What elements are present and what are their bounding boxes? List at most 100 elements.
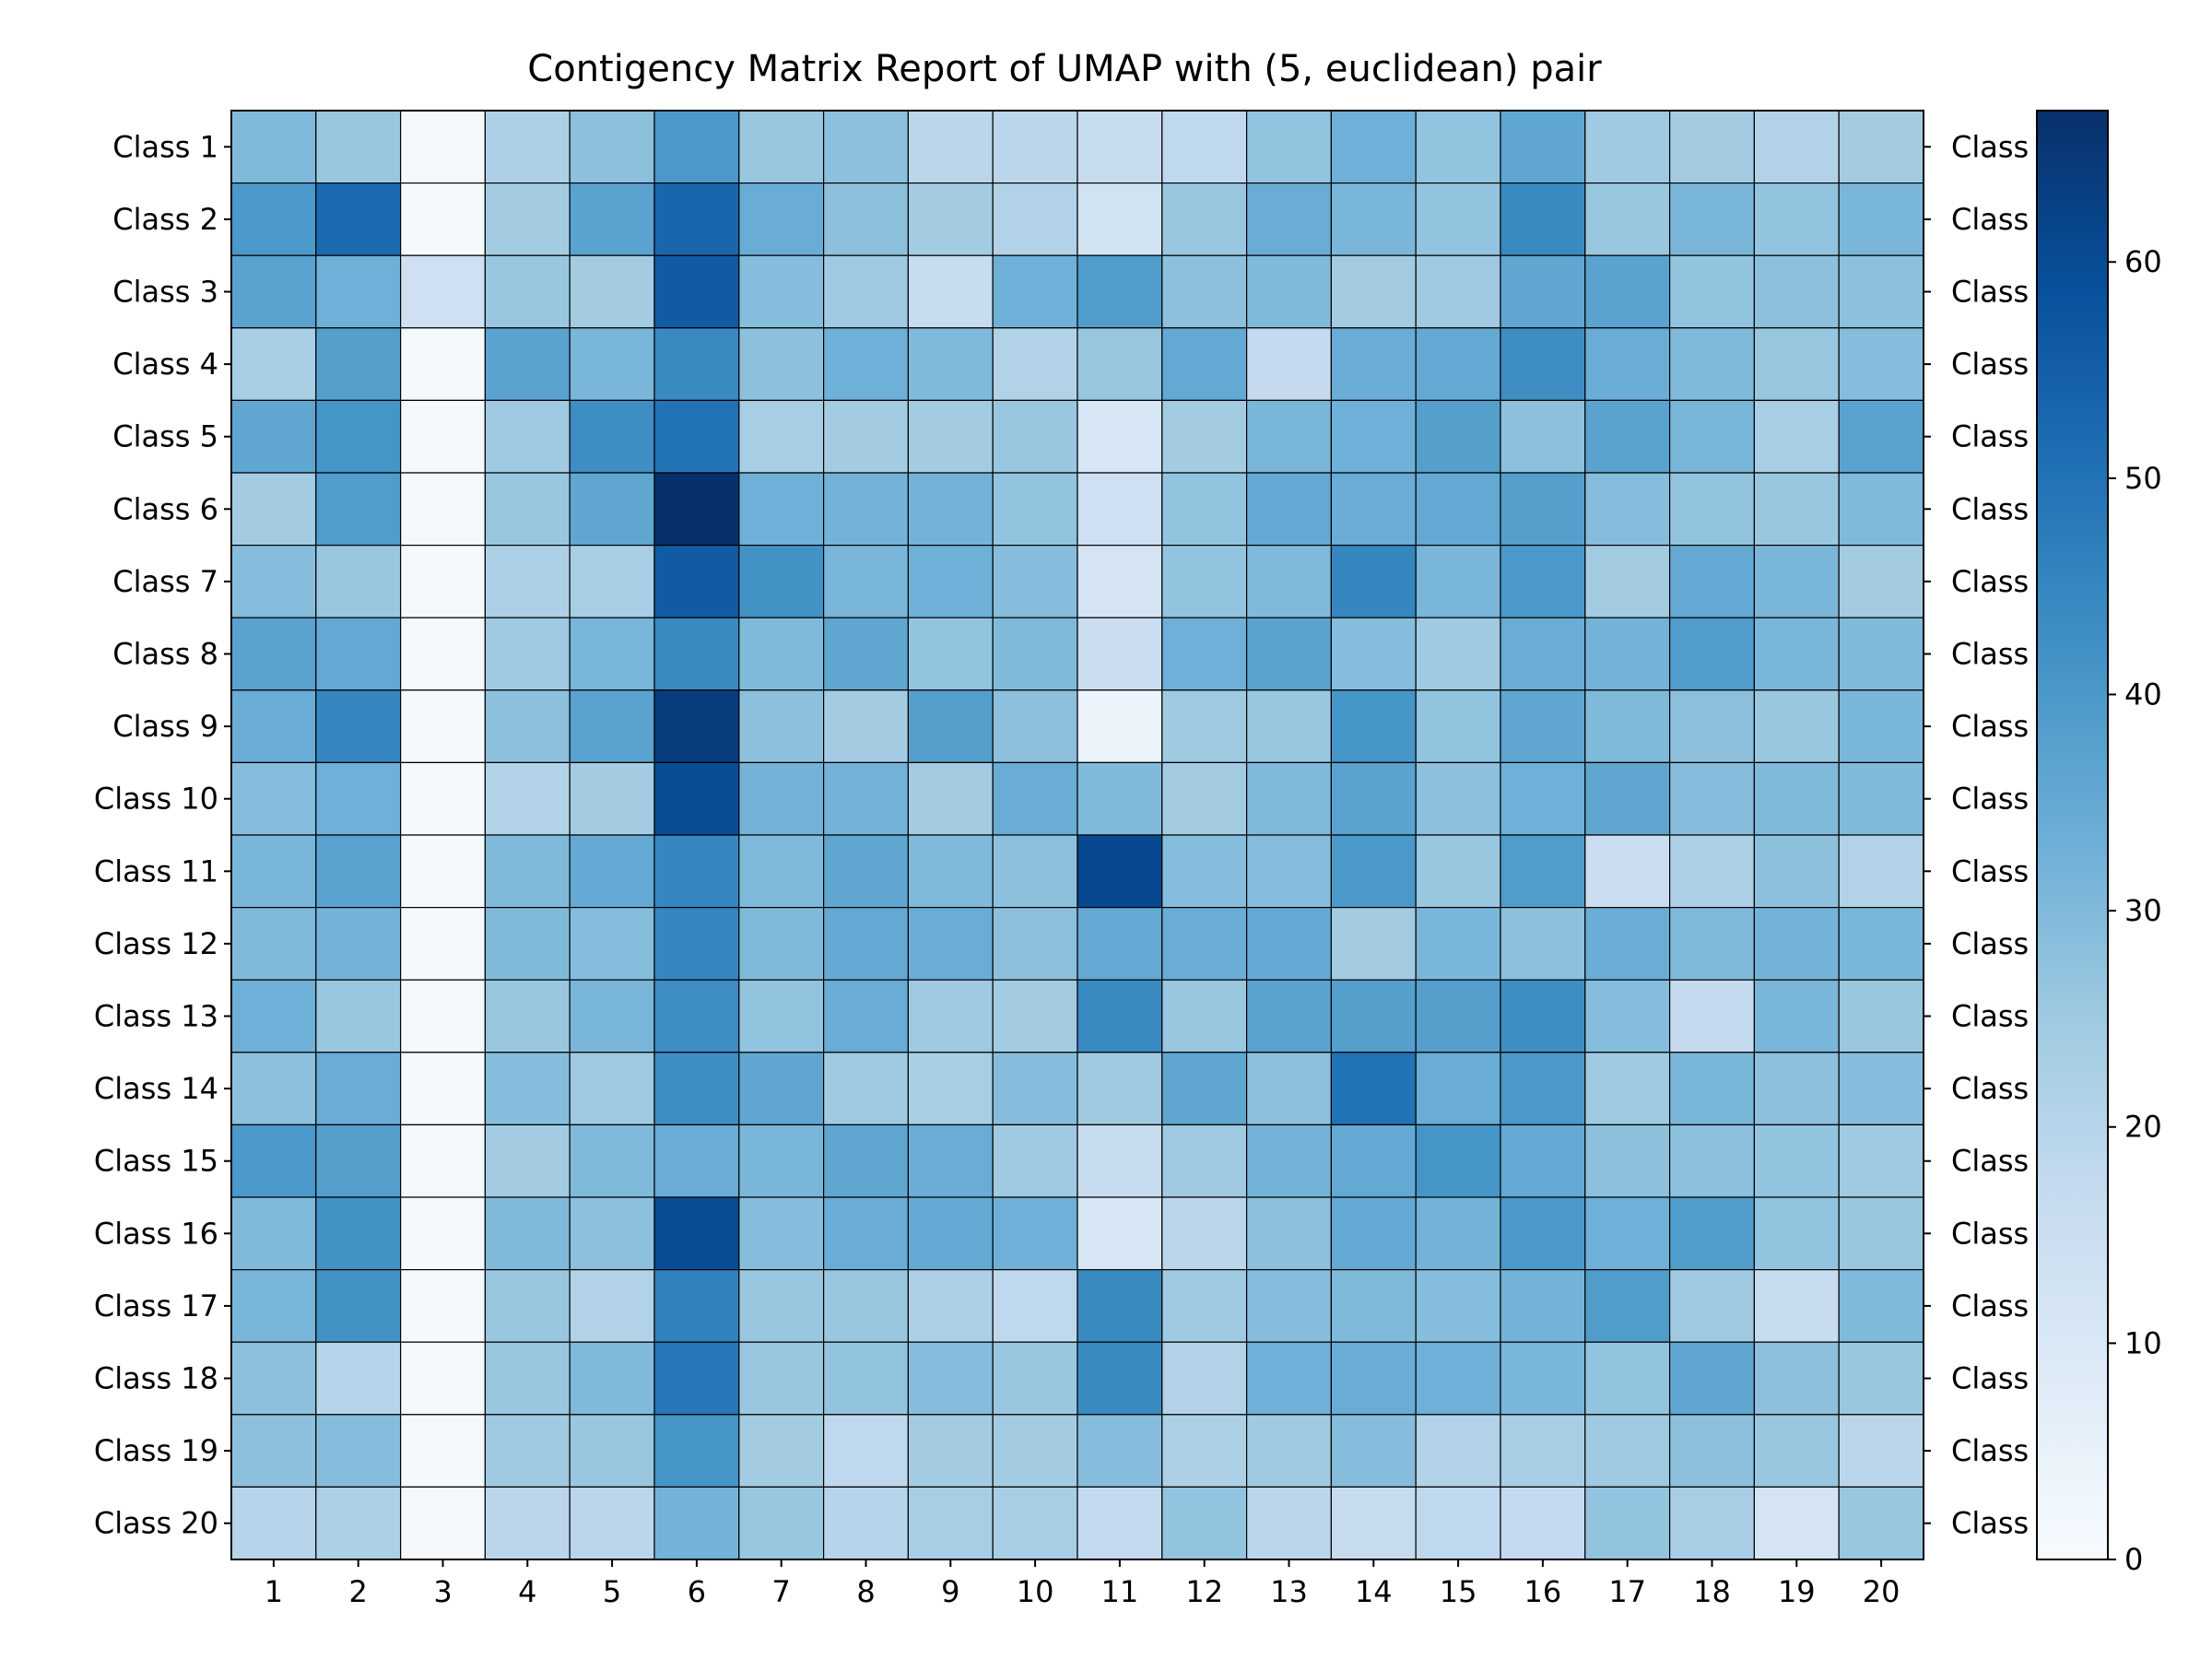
- heatmap-cell: [1077, 400, 1162, 473]
- heatmap-cell: [654, 908, 739, 981]
- heatmap-cell: [231, 183, 316, 256]
- col-label: 14: [1355, 1574, 1393, 1609]
- heatmap-cell: [401, 762, 486, 835]
- heatmap-cell: [570, 1270, 654, 1343]
- heatmap-cell: [401, 183, 486, 256]
- heatmap-cell: [824, 908, 909, 981]
- heatmap-cell: [316, 762, 401, 835]
- heatmap-cell: [401, 546, 486, 618]
- heatmap-cell: [908, 908, 993, 981]
- heatmap-cell: [824, 328, 909, 401]
- heatmap-cell: [1247, 328, 1332, 401]
- heatmap-cell: [1416, 1415, 1500, 1488]
- heatmap-cell: [231, 546, 316, 618]
- heatmap-cell: [401, 111, 486, 183]
- heatmap-cell: [1416, 1053, 1500, 1125]
- heatmap-cell: [1331, 1270, 1416, 1343]
- colorbar-tick-label: 30: [2124, 893, 2162, 928]
- col-label: 16: [1524, 1574, 1562, 1609]
- heatmap-cell: [401, 473, 486, 546]
- heatmap-cell: [1162, 111, 1247, 183]
- col-label: 10: [1017, 1574, 1054, 1609]
- heatmap-cell: [1500, 690, 1585, 763]
- heatmap-cell: [1077, 1124, 1162, 1197]
- heatmap-cell: [1247, 546, 1332, 618]
- heatmap-cell: [1162, 328, 1247, 401]
- heatmap-cell: [1416, 1124, 1500, 1197]
- heatmap-cell: [739, 908, 824, 981]
- heatmap-cell: [1331, 1415, 1416, 1488]
- heatmap-cell: [1670, 980, 1755, 1053]
- heatmap-cell: [1500, 111, 1585, 183]
- heatmap-cell: [1670, 618, 1755, 690]
- heatmap-cell: [231, 473, 316, 546]
- heatmap-cell: [1331, 546, 1416, 618]
- colorbar: [2037, 111, 2108, 1559]
- heatmap-cell: [485, 546, 570, 618]
- heatmap-cell: [908, 1342, 993, 1415]
- heatmap-cell: [1585, 473, 1670, 546]
- heatmap-cell: [1754, 111, 1839, 183]
- heatmap-cell: [824, 980, 909, 1053]
- heatmap-cell: [1839, 400, 1924, 473]
- right-label: Class: [1951, 1433, 2029, 1468]
- heatmap-cell: [1500, 908, 1585, 981]
- heatmap-cell: [570, 762, 654, 835]
- heatmap-cell: [654, 618, 739, 690]
- heatmap-cell: [654, 690, 739, 763]
- heatmap-cell: [1500, 1124, 1585, 1197]
- heatmap-cell: [1331, 908, 1416, 981]
- heatmap-cell: [1839, 1415, 1924, 1488]
- heatmap-cell: [1839, 183, 1924, 256]
- heatmap-cell: [654, 400, 739, 473]
- heatmap-cell: [316, 1197, 401, 1270]
- col-ticks: 1 2 3 4 5 6 7 8 9 10 11 12 13 14 15 16 17 18 19 20: [265, 1559, 1900, 1609]
- heatmap-cell: [1416, 546, 1500, 618]
- heatmap-cell: [231, 1415, 316, 1488]
- heatmap-cell: [1162, 980, 1247, 1053]
- heatmap-cell: [1839, 1124, 1924, 1197]
- heatmap-cell: [824, 255, 909, 328]
- heatmap-cell: [824, 1342, 909, 1415]
- heatmap-cell: [1331, 400, 1416, 473]
- heatmap-cell: [739, 762, 824, 835]
- heatmap-cell: [1839, 690, 1924, 763]
- right-labels: ClassClassClassClassClassClassClassClass…: [1924, 129, 2029, 1540]
- heatmap-cell: [1500, 1053, 1585, 1125]
- heatmap-cell: [1162, 1487, 1247, 1559]
- heatmap-cell: [1331, 183, 1416, 256]
- heatmap-cell: [570, 908, 654, 981]
- heatmap-cell: [1585, 1053, 1670, 1125]
- heatmap-cell: [1416, 835, 1500, 908]
- heatmap-cell: [485, 183, 570, 256]
- heatmap-cell: [1670, 762, 1755, 835]
- heatmap-cell: [1500, 618, 1585, 690]
- heatmap-cell: [485, 111, 570, 183]
- heatmap-cell: [908, 762, 993, 835]
- heatmap-cell: [485, 400, 570, 473]
- row-label: Class 15: [94, 1144, 218, 1179]
- heatmap-cell: [316, 546, 401, 618]
- heatmap-cell: [231, 255, 316, 328]
- heatmap-cell: [654, 255, 739, 328]
- heatmap-cell: [1077, 1487, 1162, 1559]
- heatmap-cell: [1247, 111, 1332, 183]
- heatmap-cell: [1077, 1270, 1162, 1343]
- heatmap-cell: [1754, 980, 1839, 1053]
- heatmap-cell: [1162, 473, 1247, 546]
- col-label: 15: [1440, 1574, 1477, 1609]
- heatmap-cell: [1162, 1415, 1247, 1488]
- heatmap-cell: [993, 908, 1077, 981]
- heatmap-cell: [993, 473, 1077, 546]
- right-label: Class: [1951, 999, 2029, 1034]
- heatmap-cell: [739, 690, 824, 763]
- heatmap-cell: [231, 1124, 316, 1197]
- right-label: Class: [1951, 419, 2029, 454]
- heatmap-cell: [1331, 835, 1416, 908]
- heatmap-cell: [739, 111, 824, 183]
- col-label: 9: [941, 1574, 959, 1609]
- heatmap-cell: [654, 1415, 739, 1488]
- heatmap-cell: [739, 980, 824, 1053]
- heatmap-cell: [1247, 183, 1332, 256]
